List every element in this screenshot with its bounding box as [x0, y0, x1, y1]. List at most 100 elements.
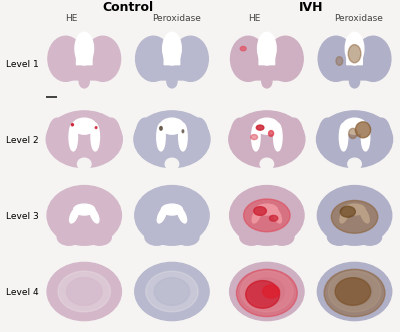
Ellipse shape	[258, 32, 276, 65]
Ellipse shape	[341, 303, 368, 319]
Ellipse shape	[236, 269, 297, 317]
Ellipse shape	[182, 130, 184, 133]
Ellipse shape	[72, 118, 96, 134]
Ellipse shape	[255, 118, 279, 134]
Ellipse shape	[230, 118, 249, 156]
Ellipse shape	[71, 303, 98, 319]
Ellipse shape	[331, 201, 378, 233]
Ellipse shape	[190, 118, 208, 156]
Ellipse shape	[135, 262, 209, 321]
Ellipse shape	[316, 111, 392, 168]
Ellipse shape	[240, 229, 264, 245]
Ellipse shape	[173, 36, 208, 81]
Ellipse shape	[75, 32, 94, 65]
Ellipse shape	[272, 208, 282, 223]
Ellipse shape	[229, 111, 305, 168]
Ellipse shape	[252, 123, 260, 151]
Ellipse shape	[157, 208, 166, 223]
FancyBboxPatch shape	[258, 46, 275, 65]
Ellipse shape	[318, 118, 337, 156]
Ellipse shape	[253, 303, 280, 319]
Ellipse shape	[349, 128, 357, 138]
Ellipse shape	[252, 208, 261, 223]
Ellipse shape	[251, 134, 258, 140]
Ellipse shape	[355, 36, 391, 81]
Ellipse shape	[79, 75, 89, 88]
Ellipse shape	[48, 118, 66, 156]
Ellipse shape	[340, 208, 349, 223]
FancyBboxPatch shape	[152, 50, 192, 81]
Ellipse shape	[154, 278, 190, 305]
Ellipse shape	[350, 75, 360, 88]
Ellipse shape	[244, 199, 290, 232]
Text: Level 3: Level 3	[6, 212, 39, 221]
Ellipse shape	[284, 118, 303, 156]
Text: Peroxidase: Peroxidase	[334, 14, 383, 23]
Ellipse shape	[358, 229, 382, 245]
Ellipse shape	[69, 123, 78, 151]
Ellipse shape	[74, 204, 95, 215]
Ellipse shape	[230, 186, 304, 245]
Ellipse shape	[136, 118, 154, 156]
Ellipse shape	[71, 124, 74, 126]
Ellipse shape	[361, 123, 370, 151]
Ellipse shape	[256, 125, 264, 130]
Ellipse shape	[254, 207, 266, 215]
Ellipse shape	[260, 158, 274, 170]
Ellipse shape	[47, 262, 122, 321]
Ellipse shape	[135, 186, 209, 245]
Ellipse shape	[324, 269, 385, 317]
Ellipse shape	[158, 303, 186, 319]
Ellipse shape	[175, 229, 199, 245]
Ellipse shape	[317, 262, 392, 321]
Ellipse shape	[270, 229, 294, 245]
Ellipse shape	[58, 271, 110, 312]
Text: HE: HE	[248, 14, 260, 23]
Ellipse shape	[91, 123, 100, 151]
Ellipse shape	[90, 208, 99, 223]
Ellipse shape	[328, 229, 351, 245]
Ellipse shape	[230, 36, 266, 81]
Ellipse shape	[136, 36, 171, 81]
Ellipse shape	[167, 75, 177, 88]
Ellipse shape	[102, 118, 120, 156]
Ellipse shape	[179, 123, 187, 151]
Text: IVH: IVH	[298, 1, 323, 14]
Ellipse shape	[48, 36, 84, 81]
Ellipse shape	[88, 229, 111, 245]
FancyBboxPatch shape	[164, 46, 180, 65]
Ellipse shape	[163, 32, 181, 65]
Ellipse shape	[336, 57, 343, 65]
Ellipse shape	[85, 36, 120, 81]
FancyBboxPatch shape	[346, 46, 363, 65]
Text: Level 4: Level 4	[6, 289, 39, 297]
Text: HE: HE	[65, 14, 78, 23]
Ellipse shape	[339, 123, 348, 151]
Ellipse shape	[348, 158, 361, 170]
Ellipse shape	[157, 123, 165, 151]
Ellipse shape	[317, 186, 392, 245]
Ellipse shape	[360, 208, 369, 223]
Ellipse shape	[269, 215, 278, 221]
Ellipse shape	[160, 126, 162, 130]
FancyBboxPatch shape	[334, 50, 375, 81]
Ellipse shape	[340, 206, 355, 217]
Ellipse shape	[318, 36, 354, 81]
Ellipse shape	[348, 44, 361, 63]
Ellipse shape	[134, 111, 210, 168]
Ellipse shape	[240, 46, 246, 51]
Ellipse shape	[249, 278, 284, 305]
Ellipse shape	[160, 118, 184, 134]
Ellipse shape	[343, 118, 366, 134]
Ellipse shape	[165, 158, 179, 170]
Ellipse shape	[268, 36, 303, 81]
Ellipse shape	[230, 262, 304, 321]
Ellipse shape	[335, 278, 371, 305]
Ellipse shape	[146, 271, 198, 312]
Ellipse shape	[246, 281, 280, 308]
Text: Control: Control	[102, 1, 154, 14]
Ellipse shape	[262, 75, 272, 88]
Ellipse shape	[256, 204, 278, 215]
FancyBboxPatch shape	[64, 50, 104, 81]
Ellipse shape	[344, 204, 365, 215]
